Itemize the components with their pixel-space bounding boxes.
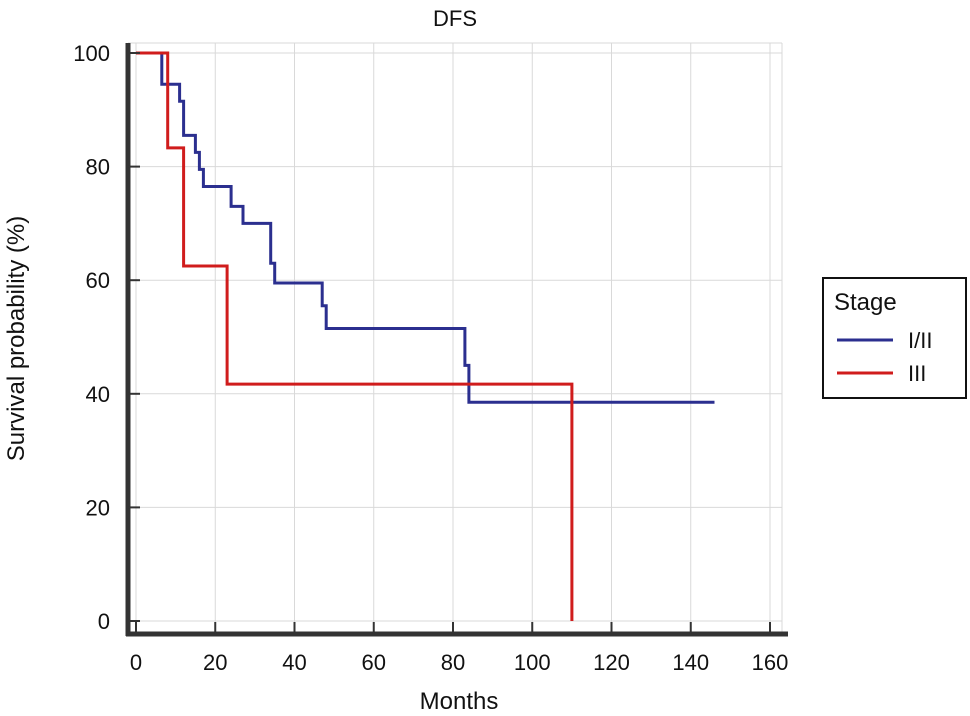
series-line-iii — [136, 51, 574, 621]
x-tick-label: 60 — [362, 650, 386, 675]
legend: Stage I/II III — [822, 277, 967, 399]
x-axis-title: Months — [420, 688, 499, 715]
y-tick-label: 100 — [73, 41, 110, 66]
legend-label: III — [908, 361, 926, 386]
y-axis-title: Survival probability (%) — [3, 216, 30, 461]
y-tick-label: 20 — [86, 495, 110, 520]
x-tick-label: 160 — [752, 650, 789, 675]
y-tick-labels: 0 20 40 60 80 100 — [73, 41, 110, 634]
x-tick-label: 140 — [672, 650, 709, 675]
legend-box — [822, 277, 967, 399]
y-tick-label: 80 — [86, 155, 110, 180]
axes — [125, 43, 788, 637]
y-tick-label: 60 — [86, 268, 110, 293]
y-tick-label: 40 — [86, 382, 110, 407]
series-line-i-ii — [136, 51, 715, 404]
x-tick-label: 80 — [441, 650, 465, 675]
grid — [128, 42, 783, 634]
series-layer — [136, 51, 715, 621]
x-tick-label: 40 — [282, 650, 306, 675]
x-tick-label: 120 — [593, 650, 630, 675]
x-tick-labels: 0 20 40 60 80 100 120 140 160 — [130, 650, 788, 675]
chart-title: DFS — [433, 6, 477, 31]
legend-items: I/II III — [837, 328, 932, 386]
y-tick-label: 0 — [98, 609, 110, 634]
x-tick-label: 100 — [514, 650, 551, 675]
legend-label: I/II — [908, 328, 932, 353]
legend-title: Stage — [834, 289, 897, 316]
x-tick-label: 20 — [203, 650, 227, 675]
x-tick-label: 0 — [130, 650, 142, 675]
